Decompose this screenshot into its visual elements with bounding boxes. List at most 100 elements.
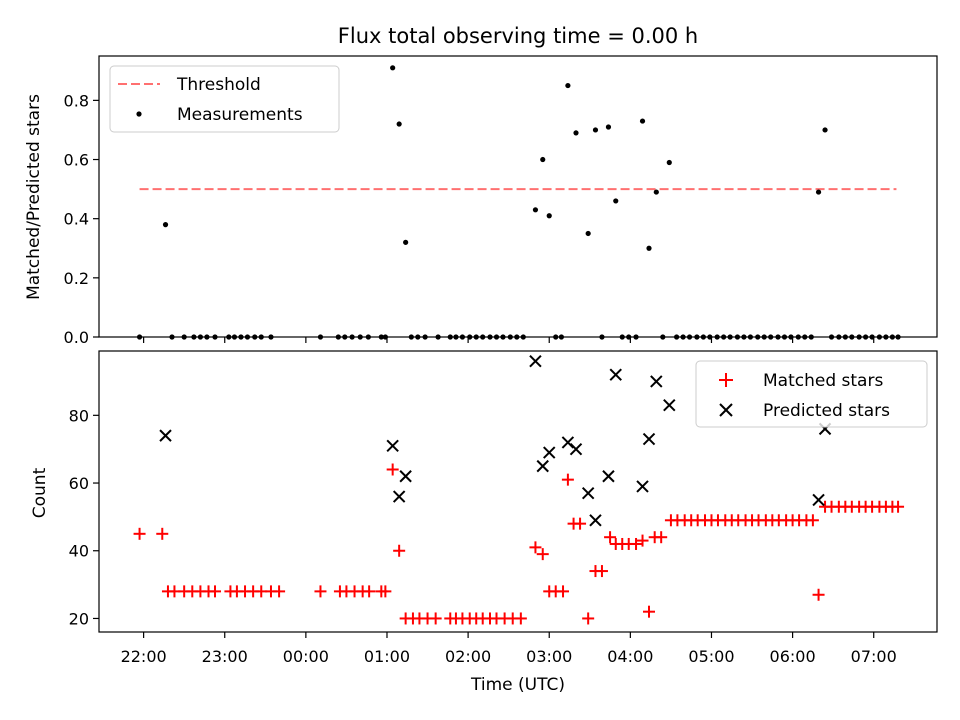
count-y-tick-label: 60 — [69, 474, 89, 493]
matched-star-point — [557, 585, 570, 598]
ratio-legend-box — [109, 65, 340, 133]
ratio-y-tick-label: 0.6 — [64, 151, 89, 170]
measurement-point — [666, 159, 672, 166]
measurement-point — [573, 130, 579, 136]
matched-stars-points — [133, 463, 905, 625]
matched-star-point — [561, 473, 574, 486]
x-tick-label: 23:00 — [202, 647, 248, 666]
predicted-star-point — [663, 398, 676, 412]
count-y-axis: 20 40 60 80 — [69, 406, 99, 628]
x-tick-label: 06:00 — [770, 647, 816, 666]
matched-star-point — [429, 612, 442, 625]
x-tick-label: 04:00 — [607, 647, 653, 666]
x-tick-label: 22:00 — [121, 647, 167, 666]
x-tick-label: 00:00 — [283, 647, 329, 666]
count-y-tick-label: 40 — [69, 542, 89, 561]
predicted-star-point — [529, 354, 542, 368]
predicted-star-point — [569, 442, 583, 456]
predicted-star-point — [609, 368, 622, 381]
matched-star-point — [314, 585, 327, 598]
matched-star-point — [536, 548, 549, 561]
matched-star-point — [529, 541, 542, 554]
count-legend-box — [695, 360, 928, 428]
predicted-star-point — [159, 429, 172, 442]
predicted-star-point — [399, 470, 412, 483]
predicted-star-point — [589, 514, 602, 527]
legend-threshold-label: Threshold — [176, 75, 261, 95]
matched-star-point — [812, 588, 825, 601]
measurement-point — [653, 189, 659, 195]
ratio-y-label: Matched/Predicted stars — [24, 94, 44, 300]
matched-star-point — [273, 585, 286, 598]
matched-star-point — [156, 527, 169, 540]
legend-predicted-swatch — [719, 403, 733, 417]
predicted-star-point — [581, 486, 595, 500]
measurement-point — [390, 65, 396, 71]
matched-star-point — [514, 612, 527, 625]
matched-star-point — [630, 537, 643, 550]
legend-matched-swatch — [719, 373, 733, 387]
predicted-star-point — [636, 480, 649, 493]
x-axis-label: Time (UTC) — [470, 675, 565, 695]
measurement-point — [403, 239, 409, 245]
predicted-star-point — [386, 439, 399, 453]
count-legend: Matched stars Predicted stars — [695, 360, 928, 428]
measurement-point — [822, 127, 828, 133]
x-tick-label: 03:00 — [526, 647, 572, 666]
measurement-point — [592, 127, 599, 133]
matched-star-point — [806, 514, 819, 527]
x-tick-label: 01:00 — [364, 647, 410, 666]
x-tick-label: 05:00 — [688, 647, 734, 666]
matched-star-point — [655, 531, 668, 544]
count-y-tick-label: 80 — [69, 406, 89, 425]
legend-matched-label: Matched stars — [763, 371, 883, 391]
measurement-point — [613, 198, 619, 204]
matched-star-point — [892, 500, 905, 513]
ratio-y-tick-label: 0.2 — [64, 269, 89, 288]
count-panel: 20 40 60 80 22:00 23:00 00:00 01:00 02:00 03:00 0… — [30, 350, 938, 695]
measurement-point — [605, 124, 612, 130]
matched-star-point — [574, 517, 587, 530]
ratio-x-ticks — [143, 337, 875, 343]
ratio-y-tick-label: 0.8 — [64, 91, 89, 110]
ratio-legend: Threshold Measurements — [109, 65, 340, 133]
count-y-label: Count — [30, 467, 50, 518]
measurement-point — [162, 222, 169, 228]
matched-star-point — [379, 585, 392, 598]
measurement-point — [540, 156, 546, 163]
legend-measurements-swatch — [136, 111, 142, 117]
measurement-point — [532, 207, 539, 213]
matched-star-point — [582, 612, 595, 625]
chart-title: Flux total observing time = 0.00 h — [338, 24, 698, 48]
matched-star-point — [393, 544, 406, 557]
x-tick-label: 02:00 — [445, 647, 491, 666]
measurement-point — [396, 121, 402, 127]
matched-star-point — [363, 585, 376, 598]
matched-star-point — [209, 585, 222, 598]
matched-star-point — [643, 605, 656, 618]
matched-star-point — [133, 527, 146, 540]
measurement-point — [639, 118, 646, 124]
predicted-star-point — [543, 446, 556, 459]
ratio-panel: 0.00.20.40.60.8 Matched/Predicted stars … — [24, 55, 938, 347]
measurement-point — [565, 82, 571, 89]
predicted-star-point — [392, 490, 406, 503]
count-plot-frame — [98, 350, 938, 633]
predicted-star-point — [650, 375, 663, 388]
predicted-star-point — [536, 459, 549, 473]
predicted-star-point — [812, 493, 825, 507]
matched-star-point — [636, 534, 649, 547]
legend-predicted-label: Predicted stars — [763, 401, 890, 421]
ratio-y-tick-label: 0.4 — [64, 210, 89, 229]
count-y-tick-label: 20 — [69, 609, 89, 628]
x-tick-label: 07:00 — [851, 647, 897, 666]
ratio-y-tick-label: 0.0 — [64, 328, 89, 347]
predicted-star-point — [602, 470, 615, 483]
legend-measurements-label: Measurements — [177, 105, 303, 125]
ratio-y-axis: 0.0 0.2 0.4 0.6 0.8 — [64, 91, 99, 347]
count-x-axis: 22:00 23:00 00:00 01:00 02:00 03:00 04:00 05:00… — [121, 632, 897, 666]
measurement-point — [646, 245, 652, 251]
measurement-point — [585, 230, 591, 237]
matched-star-point — [604, 531, 617, 544]
